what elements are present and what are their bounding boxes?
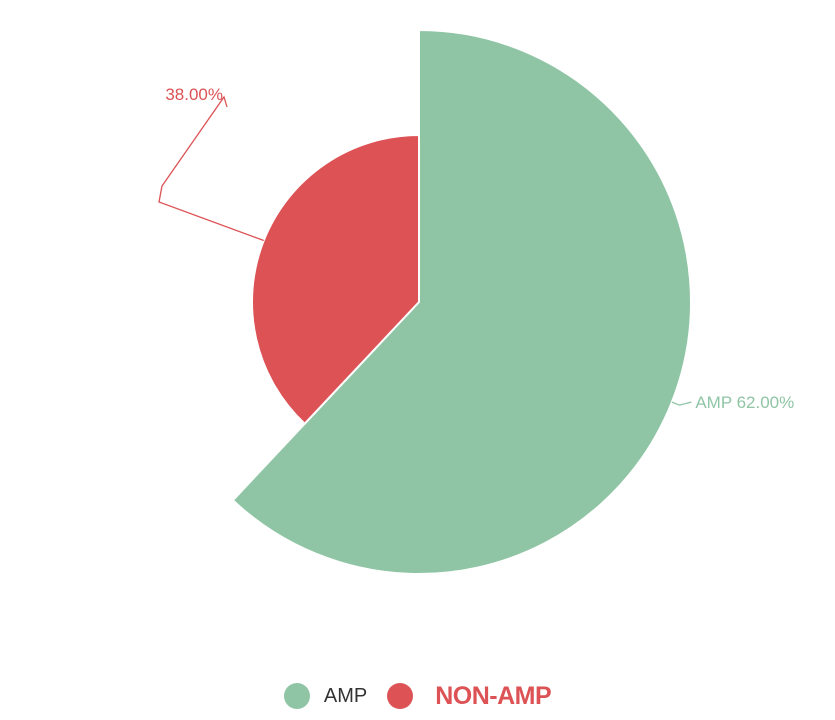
- pie-slices: [231, 29, 692, 575]
- legend-marker-non-amp: [387, 683, 414, 709]
- legend: AMP NON-AMP: [0, 672, 835, 720]
- legend-item-amp[interactable]: AMP: [283, 683, 379, 709]
- leader-line-amp: [671, 401, 692, 406]
- legend-label-amp: AMP: [323, 684, 368, 707]
- slice-non-amp[interactable]: [251, 134, 420, 425]
- pie-labels: AMP 62.00% 38.00%: [158, 85, 794, 412]
- label-non-amp: 38.00%: [165, 85, 223, 104]
- legend-label-non-amp: NON-AMP: [435, 681, 552, 710]
- legend-item-non-amp[interactable]: NON-AMP: [387, 681, 552, 711]
- label-amp: AMP 62.00%: [695, 393, 794, 412]
- leader-line-non-amp: [158, 95, 264, 242]
- legend-marker-amp: [283, 683, 310, 709]
